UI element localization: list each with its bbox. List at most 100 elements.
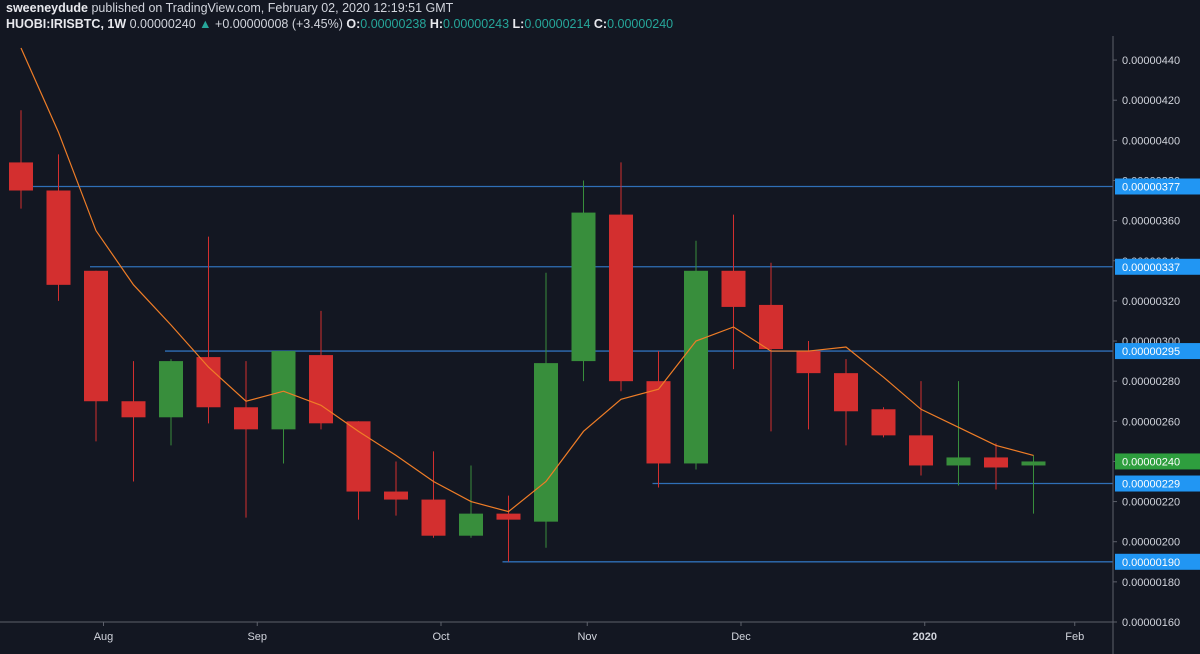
candle-21[interactable] xyxy=(796,341,821,430)
y-tick-label: 0.00000160 xyxy=(1122,617,1180,629)
publish-info: sweeneydude published on TradingView.com… xyxy=(6,1,453,15)
ohlc-legend: HUOBI:IRISBTC, 1W 0.00000240 ▲ +0.000000… xyxy=(6,17,673,31)
ma-line xyxy=(20,47,1034,513)
candle-body xyxy=(459,513,483,536)
candle-body xyxy=(121,401,146,418)
candle-25[interactable] xyxy=(946,381,971,486)
level-tag-2: 0.00000295 xyxy=(1115,343,1200,360)
candle-body xyxy=(9,162,33,191)
price-tag-bg xyxy=(1115,343,1200,360)
candle-body xyxy=(534,363,558,522)
y-tick-label: 0.00000400 xyxy=(1122,135,1180,147)
candle-11[interactable] xyxy=(421,451,446,538)
x-tick-label: 2020 xyxy=(913,631,937,643)
candle-body xyxy=(1021,461,1046,466)
candle-body xyxy=(721,270,746,307)
y-tick-label: 0.00000200 xyxy=(1122,537,1180,549)
level-tag-3: 0.00000229 xyxy=(1115,475,1200,492)
candle-24[interactable] xyxy=(909,381,933,476)
open-label: O: xyxy=(346,17,361,31)
candle-3[interactable] xyxy=(121,361,146,482)
high-label: H: xyxy=(429,17,444,31)
candle-9[interactable] xyxy=(346,421,371,520)
candle-7[interactable] xyxy=(271,351,296,464)
candle-body xyxy=(984,457,1008,468)
candle-16[interactable] xyxy=(609,162,633,392)
y-tick-label: 0.00000260 xyxy=(1122,416,1180,428)
time-axis[interactable]: Aug Sep Oct Nov Dec 2020 Feb xyxy=(0,621,1113,643)
last-price-tag: 0.00000240 xyxy=(1115,453,1200,470)
candle-body xyxy=(796,351,821,374)
candle-body xyxy=(46,190,71,285)
candles xyxy=(9,110,1046,562)
candle-body xyxy=(609,214,633,382)
price-tag-bg xyxy=(1115,258,1200,275)
close-value: 0.00000240 xyxy=(607,17,674,31)
low-value: 0.00000214 xyxy=(524,17,591,31)
candle-body xyxy=(159,361,183,418)
candle-body xyxy=(909,435,933,466)
candle-6[interactable] xyxy=(234,361,258,518)
published-text: published on TradingView.com, February 0… xyxy=(91,1,454,15)
candle-8[interactable] xyxy=(309,310,333,430)
candle-14[interactable] xyxy=(534,272,558,548)
candle-2[interactable] xyxy=(84,270,108,442)
candle-body xyxy=(946,457,971,466)
candle-5[interactable] xyxy=(196,236,221,424)
candle-body xyxy=(759,304,783,350)
y-tick-label: 0.00000360 xyxy=(1122,216,1180,228)
author-name[interactable]: sweeneydude xyxy=(6,1,88,15)
candle-body xyxy=(234,407,258,430)
price-tag-bg xyxy=(1115,453,1200,470)
candle-18[interactable] xyxy=(684,240,708,470)
symbol-label[interactable]: HUOBI:IRISBTC, 1W xyxy=(6,17,127,31)
candle-19[interactable] xyxy=(721,214,746,370)
y-tick-label: 0.00000220 xyxy=(1122,497,1180,509)
high-value: 0.00000243 xyxy=(443,17,510,31)
chart-header: sweeneydude published on TradingView.com… xyxy=(0,0,1200,36)
candle-body xyxy=(496,513,521,520)
y-tick-label: 0.00000180 xyxy=(1122,577,1180,589)
price-tag-label: 0.00000295 xyxy=(1122,346,1180,358)
candle-22[interactable] xyxy=(834,359,858,446)
candle-10[interactable] xyxy=(384,461,408,516)
candle-body xyxy=(84,270,108,402)
candle-body xyxy=(871,409,896,436)
low-label: L: xyxy=(512,17,525,31)
candle-body xyxy=(421,499,446,536)
x-tick-label: Feb xyxy=(1065,631,1084,643)
candle-15[interactable] xyxy=(571,180,596,382)
open-value: 0.00000238 xyxy=(360,17,427,31)
candle-13[interactable] xyxy=(496,495,521,562)
candle-0[interactable] xyxy=(9,110,33,209)
price-tags: 0.00000377 0.00000337 0.00000295 0.00000229… xyxy=(1115,178,1200,570)
last-price-value: 0.00000240 xyxy=(129,17,196,31)
candle-body xyxy=(346,421,371,492)
change-value: +0.00000008 (+3.45%) xyxy=(215,17,343,31)
candle-27[interactable] xyxy=(1021,455,1046,514)
candle-17[interactable] xyxy=(646,351,671,488)
price-tag-label: 0.00000377 xyxy=(1122,182,1180,194)
candle-body xyxy=(196,357,221,408)
moving-average xyxy=(20,47,1034,513)
candle-1[interactable] xyxy=(46,154,71,301)
candle-body xyxy=(571,212,596,362)
candle-20[interactable] xyxy=(759,262,783,432)
close-label: C: xyxy=(593,17,608,31)
x-tick-label: Sep xyxy=(247,631,267,643)
y-tick-label: 0.00000420 xyxy=(1122,95,1180,107)
x-tick-label: Nov xyxy=(577,631,597,643)
x-tick-label: Oct xyxy=(432,631,449,643)
candle-body xyxy=(684,270,708,464)
candle-26[interactable] xyxy=(984,443,1008,490)
x-tick-label: Dec xyxy=(731,631,751,643)
x-tick-label: Aug xyxy=(94,631,114,643)
level-tag-4: 0.00000190 xyxy=(1115,553,1200,570)
candle-23[interactable] xyxy=(871,407,896,438)
candle-body xyxy=(271,351,296,430)
candle-body xyxy=(646,381,671,464)
candle-4[interactable] xyxy=(159,359,183,446)
price-tag-label: 0.00000240 xyxy=(1122,456,1180,468)
price-tag-bg xyxy=(1115,475,1200,492)
